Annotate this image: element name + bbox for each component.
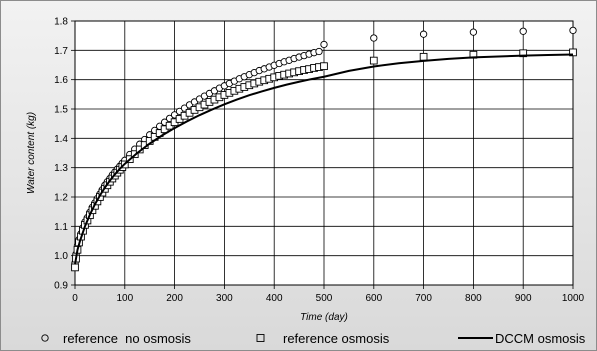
legend-label-reference-no-osmosis: reference no osmosis [63, 331, 191, 346]
x-tick-label: 300 [216, 293, 233, 304]
legend-marker-reference-no-osmosis [41, 334, 49, 342]
y-tick-label: 1.6 [54, 75, 68, 86]
data-point-reference-no-osmosis [419, 30, 428, 38]
data-point-reference-no-osmosis [519, 27, 527, 35]
data-point-reference-osmosis [320, 62, 328, 71]
data-point-reference-no-osmosis [569, 26, 577, 35]
data-series [71, 26, 577, 272]
x-tick-label: 800 [465, 293, 482, 304]
y-tick-labels: 0.9 1.0 1.1 1.2 1.3 1.4 1.5 1.6 1.7 1.8 [54, 17, 68, 292]
data-point-reference-osmosis [569, 48, 577, 57]
y-tick-label: 1.0 [54, 251, 68, 262]
data-point-reference-no-osmosis [315, 47, 323, 56]
series-line-dccm-osmosis [74, 53, 574, 265]
data-point-reference-no-osmosis [469, 28, 478, 36]
y-tick-label: 1.4 [54, 134, 68, 145]
x-tick-label: 400 [266, 293, 283, 304]
series-reference-no-osmosis [71, 26, 577, 267]
data-point-reference-no-osmosis [320, 40, 328, 49]
x-tick-label: 700 [415, 293, 432, 304]
data-point-reference-osmosis [71, 263, 79, 272]
x-tick-label: 0 [72, 293, 78, 304]
x-axis-title: Time (day) [300, 312, 348, 323]
y-tick-label: 1.5 [54, 105, 68, 116]
y-tick-label: 1.1 [54, 222, 68, 233]
x-tick-label: 900 [515, 293, 532, 304]
data-point-reference-osmosis [419, 52, 428, 61]
legend: reference no osmosis reference osmosis D… [41, 331, 586, 346]
x-tick-labels: 0 100 200 300 400 500 600 700 800 900 1000 [72, 293, 584, 304]
legend-marker-reference-osmosis [256, 334, 265, 342]
data-point-reference-osmosis [519, 49, 528, 58]
y-tick-label: 1.7 [54, 46, 68, 57]
x-tick-label: 200 [166, 293, 183, 304]
x-tick-label: 100 [116, 293, 133, 304]
legend-label-dccm-osmosis: DCCM osmosis [495, 331, 586, 346]
y-tick-label: 0.9 [54, 281, 68, 292]
legend-label-reference-osmosis: reference osmosis [283, 331, 390, 346]
y-tick-label: 1.8 [54, 17, 68, 28]
x-tick-label: 600 [365, 293, 382, 304]
series-dccm-osmosis [74, 53, 574, 265]
y-axis-title: Water content (kg) [26, 112, 37, 194]
x-tick-label: 1000 [562, 293, 585, 304]
y-tick-label: 1.2 [54, 193, 68, 204]
data-point-reference-no-osmosis [370, 34, 378, 42]
data-point-reference-osmosis [369, 56, 378, 65]
x-tick-label: 500 [316, 293, 333, 304]
y-tick-label: 1.3 [54, 163, 68, 174]
